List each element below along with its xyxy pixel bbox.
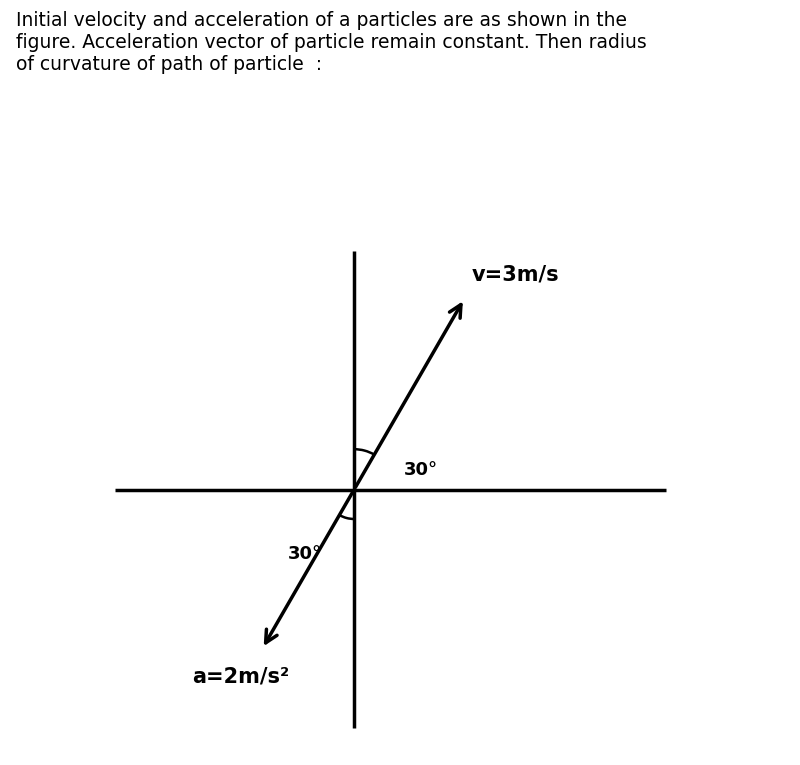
Text: v=3m/s: v=3m/s — [472, 264, 559, 284]
Text: Initial velocity and acceleration of a particles are as shown in the
figure. Acc: Initial velocity and acceleration of a p… — [16, 11, 646, 74]
Text: 30°: 30° — [288, 545, 322, 563]
Text: 30°: 30° — [404, 461, 438, 479]
Text: a=2m/s²: a=2m/s² — [192, 667, 289, 687]
